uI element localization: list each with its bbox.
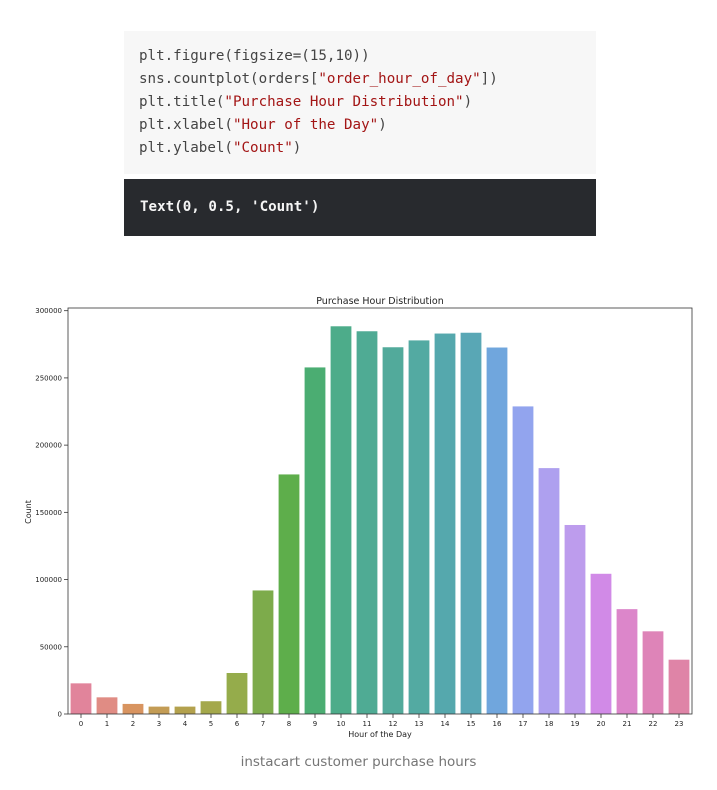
- code-line: sns.countplot(orders["order_hour_of_day"…: [139, 68, 596, 91]
- x-tick-label: 7: [261, 720, 265, 728]
- code-token: ): [292, 140, 302, 156]
- y-tick-label: 250000: [35, 374, 62, 382]
- x-tick-label: 10: [337, 720, 346, 728]
- x-tick-label: 5: [209, 720, 213, 728]
- x-tick-label: 19: [571, 720, 580, 728]
- bar-hour-18: [538, 468, 560, 714]
- code-string: "Count": [232, 140, 293, 156]
- bar-hour-17: [512, 406, 534, 714]
- bar-hour-7: [252, 590, 274, 714]
- x-tick-label: 13: [415, 720, 424, 728]
- x-tick-label: 22: [649, 720, 658, 728]
- figure-caption: instacart customer purchase hours: [240, 754, 477, 770]
- x-tick-label: 23: [675, 720, 684, 728]
- x-tick-label: 3: [157, 720, 161, 728]
- y-axis: 0 50000 100000 150000 200000 250000 300000: [35, 307, 68, 719]
- x-axis-label: Hour of the Day: [348, 730, 412, 739]
- code-token: ): [378, 117, 387, 133]
- bar-hour-4: [174, 706, 196, 714]
- bar-hour-15: [460, 332, 482, 714]
- x-tick-label: 20: [597, 720, 606, 728]
- code-line: plt.figure(figsize=(15,10)): [139, 45, 596, 68]
- x-tick-label: 11: [363, 720, 372, 728]
- bar-hour-14: [434, 333, 456, 714]
- code-token: plt.xlabel(: [139, 117, 233, 133]
- code-cell: plt.figure(figsize=(15,10)) sns.countplot…: [124, 31, 596, 174]
- code-token: ]): [480, 71, 498, 87]
- code-token: plt.title(: [139, 94, 225, 110]
- code-token: sns.countplot(orders[: [139, 71, 319, 87]
- bar-hour-10: [330, 326, 352, 714]
- bar-hour-16: [486, 347, 508, 714]
- bar-hour-0: [70, 683, 92, 714]
- code-string: "Purchase Hour Distribution": [224, 94, 464, 110]
- y-tick-label: 300000: [35, 307, 62, 315]
- bar-hour-9: [304, 367, 326, 714]
- code-line: plt.title("Purchase Hour Distribution"): [139, 91, 596, 114]
- x-tick-label: 12: [389, 720, 398, 728]
- chart-title: Purchase Hour Distribution: [316, 296, 444, 307]
- plot-frame: [67, 307, 693, 715]
- bar-hour-5: [200, 701, 222, 714]
- bar-hour-20: [590, 573, 612, 714]
- bar-hour-8: [278, 474, 300, 714]
- x-tick-label: 1: [105, 720, 109, 728]
- x-tick-label: 9: [313, 720, 317, 728]
- code-token: ): [463, 94, 473, 110]
- y-tick-label: 150000: [35, 509, 62, 517]
- code-lines: plt.figure(figsize=(15,10)) sns.countplot…: [139, 45, 596, 160]
- output-cell: Text(0, 0.5, 'Count'): [124, 179, 596, 236]
- x-tick-label: 2: [131, 720, 135, 728]
- bar-hour-21: [616, 609, 638, 714]
- bar-hour-6: [226, 672, 248, 714]
- y-axis-label: Count: [24, 500, 33, 524]
- y-tick-label: 50000: [40, 643, 62, 651]
- bar-hour-12: [382, 347, 404, 714]
- y-tick-label: 100000: [35, 576, 62, 584]
- x-tick-label: 4: [183, 720, 188, 728]
- bar-hour-1: [96, 697, 118, 714]
- x-tick-label: 16: [493, 720, 502, 728]
- code-string: "Hour of the Day": [232, 117, 379, 133]
- code-line: plt.xlabel("Hour of the Day"): [139, 114, 596, 137]
- x-tick-label: 14: [441, 720, 450, 728]
- code-token: plt.figure(figsize=(15,10)): [139, 48, 370, 64]
- y-tick-label: 0: [58, 711, 62, 719]
- bar-hour-23: [668, 659, 690, 714]
- x-tick-label: 21: [623, 720, 632, 728]
- x-tick-label: 6: [235, 720, 240, 728]
- bar-hour-2: [122, 703, 144, 714]
- code-token: plt.ylabel(: [139, 140, 233, 156]
- bar-hour-13: [408, 340, 430, 714]
- output-text: Text(0, 0.5, 'Count'): [140, 199, 320, 215]
- bar-hour-3: [148, 706, 170, 714]
- x-axis: 0 1 2 3 4 5 6 7 8 9 10 11 12 13 14 15 16 17 18 19 20 21 22 23: [79, 714, 684, 728]
- bar-hour-11: [356, 331, 378, 714]
- y-tick-label: 200000: [35, 442, 62, 450]
- bars: [70, 326, 690, 714]
- bar-chart: Purchase Hour Distribution 0 50000 100000 1…: [24, 296, 693, 739]
- code-string: "order_hour_of_day": [318, 71, 481, 87]
- code-line: plt.ylabel("Count"): [139, 137, 596, 160]
- bar-hour-22: [642, 631, 664, 714]
- x-tick-label: 0: [79, 720, 83, 728]
- x-tick-label: 15: [467, 720, 476, 728]
- x-tick-label: 17: [519, 720, 528, 728]
- x-tick-label: 8: [287, 720, 291, 728]
- bar-hour-19: [564, 524, 586, 714]
- x-tick-label: 18: [545, 720, 554, 728]
